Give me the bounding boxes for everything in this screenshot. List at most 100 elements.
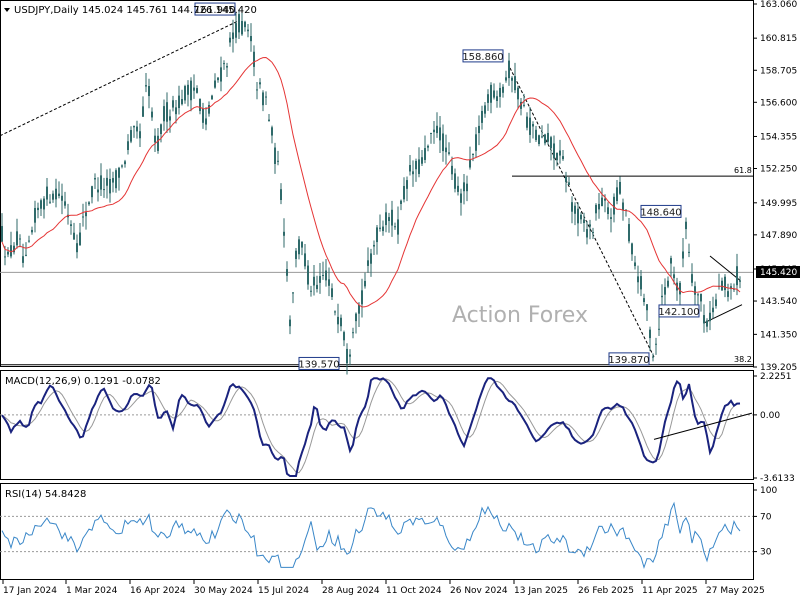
candle-body — [517, 87, 519, 100]
triangle-upper-line — [709, 255, 741, 281]
candle-body — [214, 80, 216, 88]
candle-body — [652, 356, 654, 358]
candle-body — [97, 189, 99, 193]
candle-body — [31, 229, 33, 233]
time-tick-label: 1 Mar 2024 — [66, 586, 118, 596]
candle-body — [376, 227, 378, 243]
candle-body — [412, 171, 414, 175]
candle-body — [385, 212, 387, 226]
candle-body — [400, 200, 402, 204]
candle-body — [112, 178, 114, 183]
price-tick-label: 152.250 — [760, 164, 797, 174]
candle-body — [271, 127, 273, 136]
candle-body — [460, 193, 462, 203]
candle-body — [283, 231, 285, 236]
candle-body — [367, 260, 369, 266]
candle-body — [145, 85, 147, 87]
candle-body — [19, 238, 21, 240]
candle-body — [595, 204, 597, 214]
candle-body — [82, 216, 84, 218]
candle-body — [10, 245, 12, 257]
swing-label-box — [640, 204, 682, 218]
candle-body — [493, 90, 495, 98]
candle-body — [382, 226, 384, 232]
candle-body — [103, 189, 105, 191]
rsi-title: RSI(14) 54.8428 — [5, 489, 86, 500]
candle-body — [418, 159, 420, 174]
candle-body — [430, 132, 432, 134]
candle-body — [448, 152, 450, 154]
candle-body — [259, 82, 261, 85]
candle-body — [733, 288, 735, 290]
candle-body — [463, 182, 465, 192]
candle-body — [490, 84, 492, 103]
candle-body — [721, 280, 723, 291]
candle-body — [34, 207, 36, 223]
candle-body — [13, 245, 15, 253]
candle-body — [520, 101, 522, 109]
candle-body — [475, 134, 477, 151]
candle-body — [646, 304, 648, 311]
candle-body — [151, 111, 153, 118]
candle-body — [487, 94, 489, 103]
candle-body — [109, 178, 111, 194]
candle-body — [166, 102, 168, 122]
candle-body — [613, 196, 615, 215]
candle-body — [127, 141, 129, 151]
candle-body — [52, 193, 54, 200]
macd-title: MACD(12,26,9) 0.1291 -0.0782 — [5, 376, 161, 387]
candle-body — [139, 131, 141, 139]
candle-body — [388, 217, 390, 221]
candle-body — [148, 86, 150, 97]
candle-body — [556, 152, 558, 161]
candle-body — [589, 224, 591, 227]
candle-body — [187, 84, 189, 95]
candle-body — [472, 153, 474, 156]
fib-label: 38.2 — [734, 355, 752, 364]
candle-body — [619, 181, 621, 194]
price-tick-label: 158.705 — [760, 66, 797, 76]
candle-body — [100, 175, 102, 190]
candle-body — [622, 202, 624, 211]
candle-body — [277, 160, 279, 162]
candle-body — [268, 119, 270, 121]
candle-body — [49, 201, 51, 203]
candle-body — [526, 116, 528, 128]
swing-label-box — [298, 356, 340, 370]
candle-body — [76, 243, 78, 253]
candle-body — [502, 86, 504, 93]
candle-body — [340, 317, 342, 327]
candle-body — [421, 157, 423, 164]
candle-body — [538, 135, 540, 145]
candle-body — [628, 224, 630, 242]
candle-body — [157, 135, 159, 151]
candle-body — [322, 274, 324, 276]
candle-body — [163, 106, 165, 122]
candle-body — [394, 226, 396, 228]
time-tick-label: 11 Apr 2025 — [642, 586, 698, 596]
rsi-pane — [0, 483, 754, 580]
candle-body — [256, 89, 258, 91]
candle-body — [682, 251, 684, 259]
candle-body — [307, 265, 309, 285]
moving-average-line — [1, 56, 741, 308]
candle-body — [133, 125, 135, 128]
candle-body — [568, 182, 570, 185]
swing-label: 148.640 — [640, 207, 681, 218]
candle-body — [316, 284, 318, 290]
candle-body — [28, 240, 30, 242]
swing-label-box — [608, 352, 650, 366]
rsi-tick-label: 30 — [760, 548, 772, 558]
candle-body — [439, 127, 441, 141]
candle-body — [199, 98, 201, 111]
candle-body — [289, 319, 291, 327]
candle-body — [574, 205, 576, 214]
candle-body — [364, 280, 366, 287]
price-tick-label: 154.355 — [760, 132, 797, 142]
candle-body — [331, 288, 333, 298]
time-tick-label: 11 Oct 2024 — [386, 586, 442, 596]
symbol-dropdown-icon[interactable] — [4, 8, 10, 12]
candle-body — [238, 14, 240, 33]
candle-body — [514, 76, 516, 91]
